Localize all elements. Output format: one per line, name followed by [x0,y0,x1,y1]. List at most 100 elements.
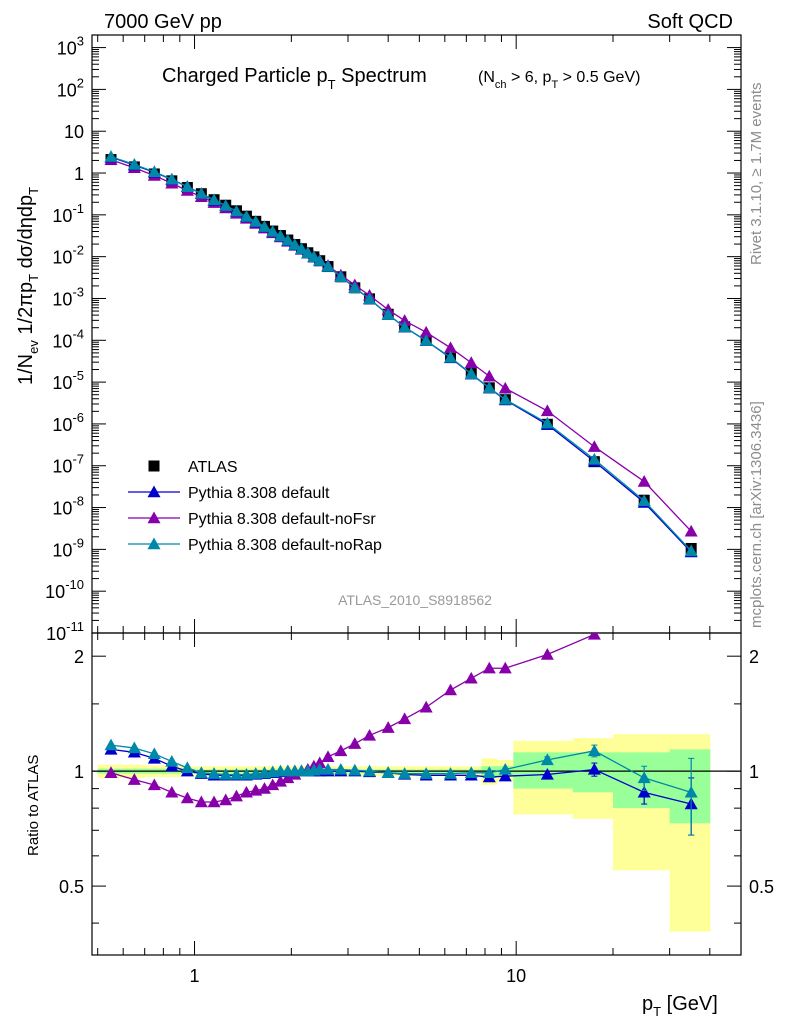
x-tick-label: 10 [506,966,526,986]
point-pythia-8-308-default-norap [464,367,478,380]
point-pythia-8-308-default-norap [147,165,161,178]
ratio-y-tick-label: 0.5 [59,877,84,897]
point-pythia-8-308-default-nofsr [419,325,433,338]
ratio-point-pythia-8-308-default-norap [249,767,263,779]
ratio-y-tick-label-right: 0.5 [749,877,774,897]
ratio-point-pythia-8-308-default-nofsr [104,766,118,779]
ratio-point-pythia-8-308-default-norap [684,785,698,798]
ratio-point-pythia-8-308-default-nofsr [381,721,395,733]
point-pythia-8-308-default-norap [540,416,554,429]
legend: ATLAS Pythia 8.308 default Pythia 8.308 de… [128,459,382,554]
ratio-y-tick-label: 2 [74,647,84,667]
y-tick-label: 10-1 [52,201,84,226]
point-pythia-8-308-default-norap [294,242,308,255]
ratio-point-pythia-8-308-default-nofsr [419,700,433,713]
point-pythia-8-308-default-norap [313,254,327,266]
legend-marker-pythia-8-308-default-nofsr [147,511,161,524]
ratio-y-axis-label: Ratio to ATLAS [25,755,42,856]
point-pythia-8-308-default-nofsr [540,404,554,417]
point-pythia-8-308-default-norap [219,199,233,211]
y-tick-label: 10-6 [52,410,84,435]
point-pythia-8-308-default-norap [229,204,243,217]
ratio-point-pythia-8-308-default-nofsr [638,606,651,618]
point-pythia-8-308-default-norap [288,238,302,250]
mcplots-label: mcplots.cern.ch [arXiv:1306.3436] [748,401,765,628]
ratio-point-pythia-8-308-default-norap [334,762,348,775]
point-pythia-8-308-default-norap [301,246,315,259]
y-tick-label: 10-11 [46,619,84,644]
ratio-point-pythia-8-308-default-nofsr [165,785,179,798]
ratio-point-pythia-8-308-default-nofsr [281,771,295,784]
ratio-point-pythia-8-308-default-nofsr [540,648,554,660]
y-tick-label: 10-9 [52,535,84,560]
point-pythia-8-308-default-nofsr [498,381,512,394]
y-tick-label: 10-4 [52,326,84,351]
legend-label-pythia-8-308-default-nofsr: Pythia 8.308 default-noFsr [188,511,376,528]
ratio-point-pythia-8-308-default-norap [381,766,395,779]
ratio-point-pythia-8-308-default-norap [194,766,208,779]
ratio-point-pythia-8-308-default-nofsr [273,774,287,787]
point-pythia-8-308-default-nofsr [464,356,478,368]
ratio-point-pythia-8-308-default-nofsr [321,750,335,763]
ratio-point-pythia-8-308-default [540,767,554,780]
ratio-point-pythia-8-308-default-norap [313,762,327,775]
point-pythia-8-308-default-norap [587,452,601,465]
chart-subtitle: (Nch > 6, pT > 0.5 GeV) [478,69,640,91]
ratio-point-pythia-8-308-default-norap [363,764,377,777]
point-pythia-8-308-default-norap [104,150,118,162]
ratio-point-pythia-8-308-default-nofsr [444,683,458,696]
ratio-point-pythia-8-308-default-norap [444,767,458,779]
point-pythia-8-308-default-norap [363,292,377,305]
point-pythia-8-308-default-norap [637,494,651,507]
ratio-point-pythia-8-308-default-norap [229,767,243,780]
y-tick-label: 103 [57,34,84,59]
ratio-point-pythia-8-308-default-norap [104,738,118,751]
legend-marker-atlas [148,460,160,472]
ratio-point-pythia-8-308-default-norap [348,763,362,776]
point-pythia-8-308-default-nofsr [444,341,458,354]
ratio-point-pythia-8-308-default-norap [540,753,554,766]
ratio-point-pythia-8-308-default-nofsr [482,661,496,674]
point-pythia-8-308-default-norap [249,215,263,227]
ratio-point-pythia-8-308-default [498,769,512,782]
point-pythia-8-308-default-norap [273,229,287,242]
point-pythia-8-308-default-norap [180,180,194,192]
ratio-band-inner [669,749,711,824]
ratio-point-pythia-8-308-default-norap [419,767,433,779]
legend-marker-pythia-8-308-default [147,485,161,498]
ratio-point-pythia-8-308-default-nofsr [334,744,348,757]
ratio-frame [91,632,742,956]
point-pythia-8-308-default-norap [348,281,362,294]
y-tick-label: 10-2 [52,243,84,268]
point-pythia-8-308-default-nofsr [684,524,698,537]
ratio-point-pythia-8-308-default-nofsr [464,671,478,684]
y-tick-label: 10-8 [52,494,84,519]
y-tick-label: 10-10 [45,577,84,602]
ratio-point-pythia-8-308-default-norap [498,762,512,775]
point-pythia-8-308-default-norap [207,193,221,206]
point-pythia-8-308-default-norap [281,233,295,246]
legend-label-atlas: ATLAS [188,459,238,476]
point-pythia-8-308-default-nofsr [587,440,601,452]
y-tick-label: 102 [57,75,84,100]
legend-label-pythia-8-308-default-norap: Pythia 8.308 default-noRap [188,537,382,554]
point-pythia-8-308-default-norap [482,381,496,394]
y-axis-label: 1/Nev 1/2πpT dσ/dηdpT [15,187,41,385]
ratio-point-pythia-8-308-default [637,785,651,798]
ratio-point-pythia-8-308-default-nofsr [587,633,601,640]
point-pythia-8-308-default-norap [334,270,348,282]
main-panel: 10-1110-1010-910-810-710-610-510-410-310… [45,34,742,644]
analysis-watermark: ATLAS_2010_S8918562 [338,592,492,608]
x-axis-label: pT [GeV] [642,993,718,1019]
point-pythia-8-308-default-nofsr [637,474,651,487]
ratio-point-pythia-8-308-default-norap [127,741,141,754]
rivet-label: Rivet 3.1.10, ≥ 1.7M events [748,83,765,266]
ratio-point-pythia-8-308-default-nofsr [219,793,233,806]
ratio-point-pythia-8-308-default-nofsr [180,791,194,804]
chart-title: Charged Particle pT Spectrum [162,65,427,92]
point-pythia-8-308-default-norap [444,350,458,363]
point-pythia-8-308-default-norap [239,210,253,222]
legend-marker-pythia-8-308-default-norap [147,537,161,550]
ratio-point-pythia-8-308-default-nofsr [194,795,208,808]
